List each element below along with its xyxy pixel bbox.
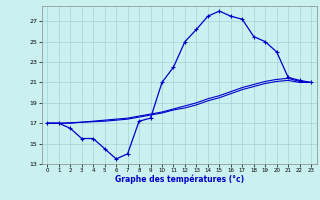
- X-axis label: Graphe des températures (°c): Graphe des températures (°c): [115, 175, 244, 184]
